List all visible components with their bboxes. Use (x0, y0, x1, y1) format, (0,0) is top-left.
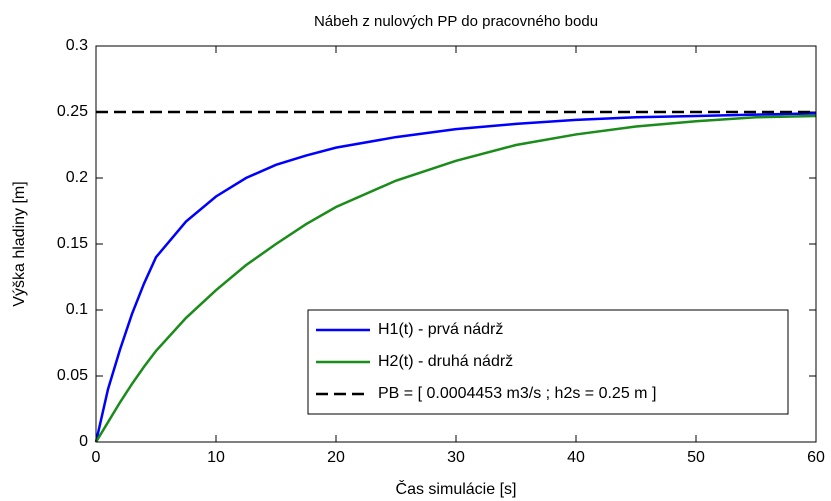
legend-label: H1(t) - prvá nádrž (378, 321, 503, 338)
x-tick-label: 10 (207, 449, 225, 466)
y-tick-label: 0.05 (57, 367, 88, 384)
x-tick-label: 50 (687, 449, 705, 466)
series-line (94, 112, 817, 443)
x-tick-label: 60 (807, 449, 825, 466)
y-tick-label: 0.1 (66, 301, 88, 318)
y-tick-label: 0.15 (57, 235, 88, 252)
legend-label: H2(t) - druhá nádrž (378, 353, 513, 370)
x-tick-label: 30 (447, 449, 465, 466)
chart-title: Nábeh z nulových PP do pracovného bodu (314, 13, 598, 30)
plot-frame (95, 45, 817, 443)
x-tick-label: 20 (327, 449, 345, 466)
series-line (94, 114, 817, 443)
legend-box (307, 309, 789, 415)
y-tick-label: 0.2 (66, 169, 88, 186)
legend-label: PB = [ 0.0004453 m3/s ; h2s = 0.25 m ] (378, 385, 656, 402)
x-tick-label: 0 (92, 449, 101, 466)
y-tick-label: 0 (79, 433, 88, 450)
y-tick-label: 0.3 (66, 37, 88, 54)
y-tick-label: 0.25 (57, 103, 88, 120)
x-axis-label: Čas simulácie [s] (396, 479, 517, 498)
y-axis-label: Výška hladiny [m] (11, 181, 28, 306)
x-tick-label: 40 (567, 449, 585, 466)
